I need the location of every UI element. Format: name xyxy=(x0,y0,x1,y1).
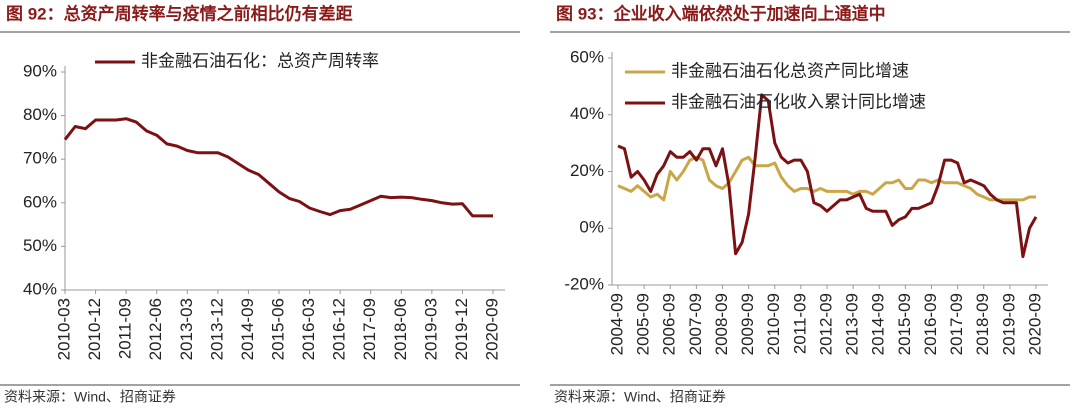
x-tick-label: 2010-09 xyxy=(764,293,783,355)
line xyxy=(617,93,1038,259)
x-tick-label: 2019-12 xyxy=(452,298,471,360)
x-tick-label: 2011-09 xyxy=(116,298,135,359)
y-tick-label: 90% xyxy=(23,61,57,80)
x-tick-label: 2017-09 xyxy=(360,298,379,360)
line xyxy=(63,117,493,218)
y-tick-label: -20% xyxy=(564,274,604,293)
y-tick-label: 20% xyxy=(570,161,604,180)
x-tick-label: 2020-09 xyxy=(482,298,501,360)
y-tick-label: 60% xyxy=(570,47,604,66)
x-tick-label: 2016-12 xyxy=(330,298,349,360)
x-tick-label: 2007-09 xyxy=(686,293,705,355)
x-tick-label: 2019-09 xyxy=(999,293,1018,355)
x-tick-label: 2010-12 xyxy=(85,298,104,360)
x-tick-label: 2018-09 xyxy=(973,293,992,355)
x-tick-label: 2012-09 xyxy=(816,293,835,355)
x-tick-label: 2018-06 xyxy=(391,298,410,360)
x-tick-label: 2019-03 xyxy=(421,298,440,360)
y-tick-label: 40% xyxy=(570,104,604,123)
y-tick-label: 0% xyxy=(579,218,604,237)
y-tick-label: 40% xyxy=(23,279,57,298)
y-tick-label: 70% xyxy=(23,149,57,168)
x-tick-label: 2017-09 xyxy=(947,293,966,355)
x-tick-label: 2012-06 xyxy=(146,298,165,360)
source: 资料来源：Wind、招商证券 xyxy=(4,389,176,405)
x-tick-label: 2004-09 xyxy=(607,293,626,355)
x-tick-label: 2005-09 xyxy=(634,293,653,355)
x-tick-label: 2011-09 xyxy=(790,293,809,354)
x-tick-label: 2010-03 xyxy=(54,298,73,360)
legend-label: 非金融石油石化：总资产周转率 xyxy=(141,51,379,70)
x-tick-label: 2009-09 xyxy=(738,293,757,355)
x-tick-label: 2014-09 xyxy=(869,293,888,355)
x-tick-label: 2015-09 xyxy=(895,293,914,355)
x-tick-label: 2006-09 xyxy=(660,293,679,355)
chart-title: 图 93：企业收入端依然处于加速向上通道中 xyxy=(556,3,886,23)
x-tick-label: 2020-09 xyxy=(1025,293,1044,355)
x-tick-label: 2013-12 xyxy=(207,298,226,360)
legend-label: 非金融石油石化收入累计同比增速 xyxy=(671,92,926,111)
x-tick-label: 2014-09 xyxy=(238,298,257,360)
chart-title: 图 92：总资产周转率与疫情之前相比仍有差距 xyxy=(6,3,353,23)
y-tick-label: 50% xyxy=(23,236,57,255)
legend-label: 非金融石油石化总资产同比增速 xyxy=(671,61,909,80)
y-tick-label: 80% xyxy=(23,105,57,124)
line xyxy=(617,155,1036,202)
x-tick-label: 2015-06 xyxy=(268,298,287,360)
x-tick-label: 2016-09 xyxy=(921,293,940,355)
source: 资料来源：Wind、招商证券 xyxy=(554,389,726,405)
x-tick-label: 2013-09 xyxy=(843,293,862,355)
x-tick-label: 2013-03 xyxy=(177,298,196,360)
y-tick-label: 60% xyxy=(23,192,57,211)
x-tick-label: 2016-03 xyxy=(299,298,318,360)
x-tick-label: 2008-09 xyxy=(712,293,731,355)
